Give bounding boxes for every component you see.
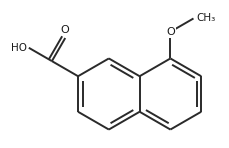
Text: HO: HO	[11, 43, 27, 53]
Text: O: O	[165, 27, 174, 37]
Text: CH₃: CH₃	[196, 13, 215, 24]
Text: O: O	[61, 25, 69, 35]
